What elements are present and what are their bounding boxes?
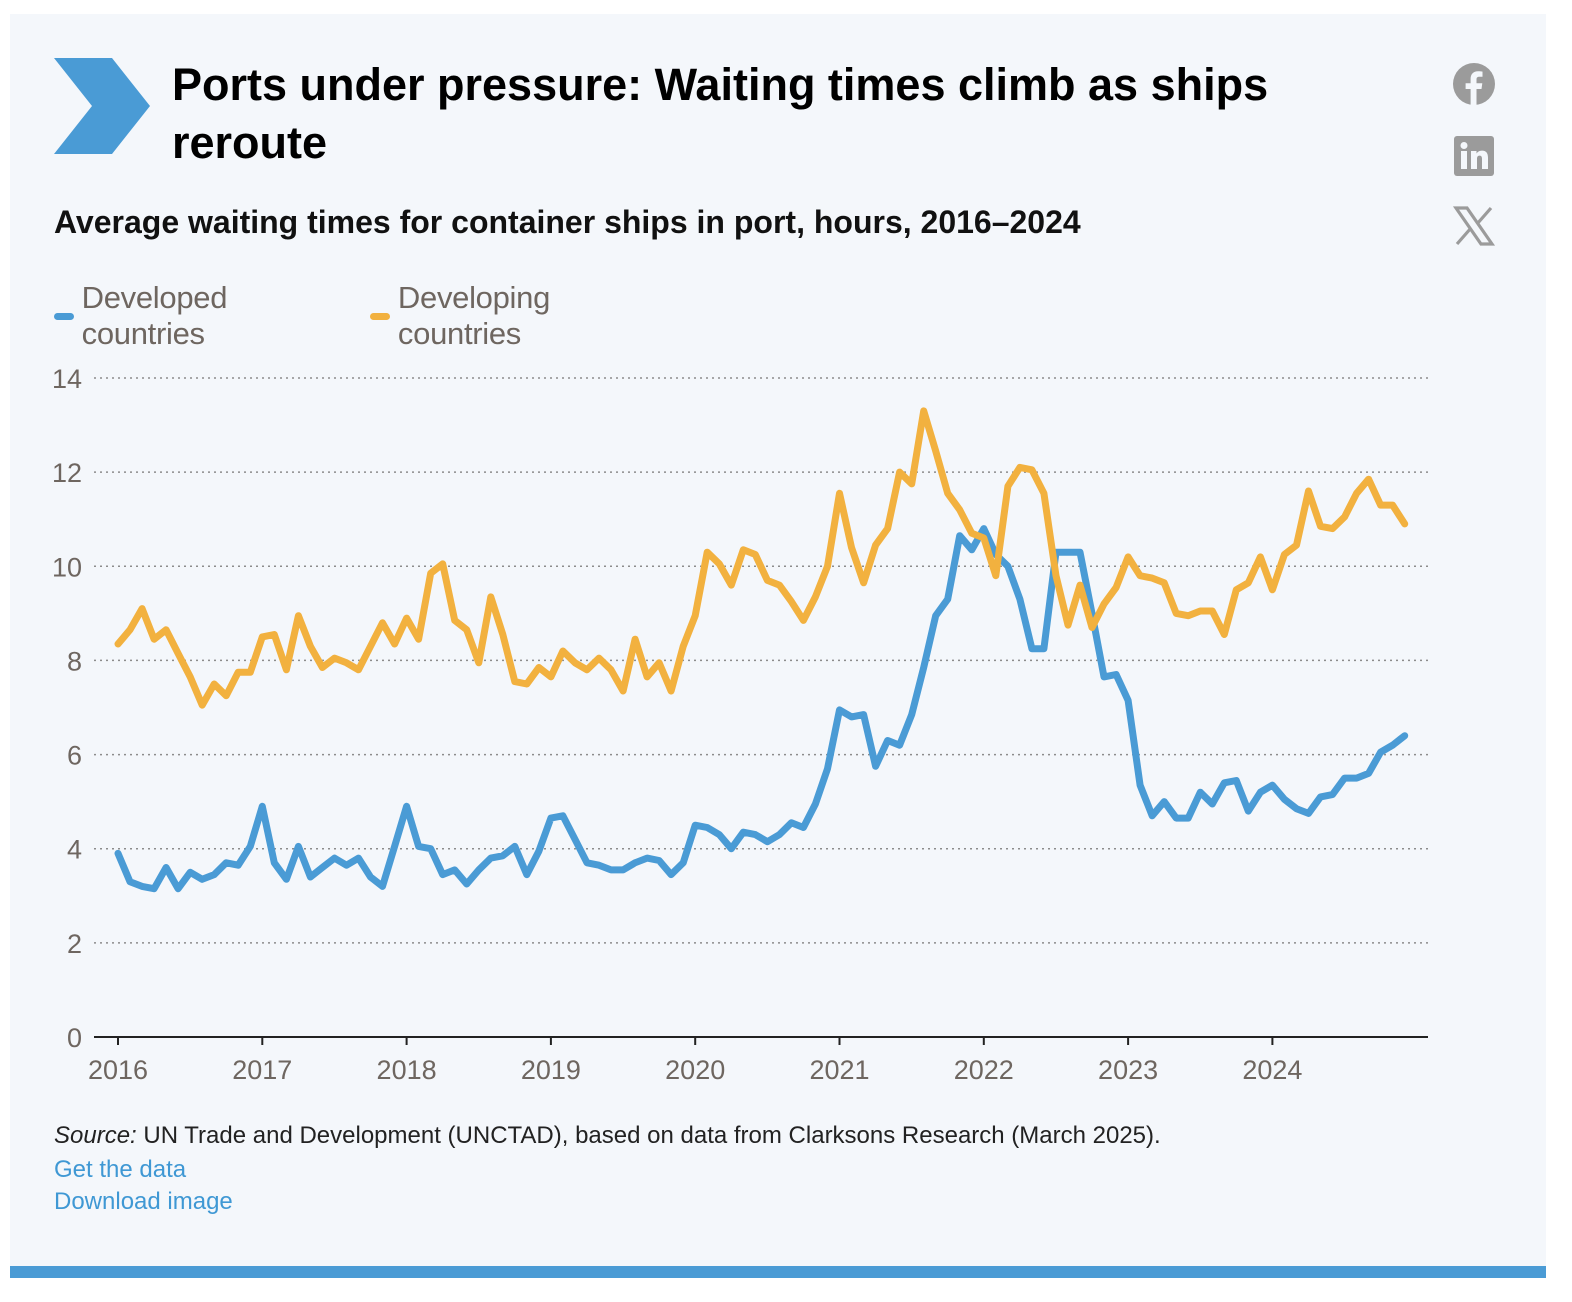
source-text: UN Trade and Development (UNCTAD), based…: [136, 1122, 1161, 1149]
x-tick-label-2021: 2021: [809, 1055, 869, 1085]
series-line-developing-countries: [114, 407, 1409, 709]
x-tick-label-2020: 2020: [665, 1055, 725, 1085]
y-tick-label-6: 6: [67, 741, 82, 771]
facebook-share-button[interactable]: [1452, 62, 1496, 106]
series-line-developed-countries: [114, 525, 1409, 893]
chevron-logo-icon: [54, 58, 150, 154]
x-tick-label-2024: 2024: [1242, 1055, 1302, 1085]
linkedin-icon: [1454, 136, 1494, 176]
page-title: Ports under pressure: Waiting times clim…: [172, 59, 1269, 168]
y-tick-label-14: 14: [52, 364, 82, 394]
bottom-accent-bar: [10, 1266, 1546, 1278]
legend-label-developing: Developing countries: [397, 280, 551, 351]
legend-item-developing[interactable]: Developing countries: [370, 280, 564, 351]
line-chart: 0 2 4 6 8 10 12 14 2016 2017 2018 2019 2020 2021 2022 2…: [52, 364, 1428, 1085]
y-tick-label-10: 10: [52, 552, 82, 582]
get-data-link[interactable]: Get the data: [54, 1156, 187, 1183]
legend-swatch-developing: [370, 312, 390, 320]
x-tick-label-2017: 2017: [232, 1055, 292, 1085]
y-tick-label-4: 4: [67, 835, 82, 865]
linkedin-share-button[interactable]: [1452, 134, 1496, 178]
x-tick-label-2022: 2022: [954, 1055, 1014, 1085]
y-tick-label-2: 2: [67, 929, 82, 959]
x-tick-label-2016: 2016: [88, 1055, 148, 1085]
chart-subtitle: Average waiting times for container ship…: [54, 204, 1081, 240]
x-tick-label-2019: 2019: [521, 1055, 581, 1085]
source-note: Source: UN Trade and Development (UNCTAD…: [54, 1122, 1161, 1150]
source-label: Source:: [54, 1122, 137, 1149]
legend-label-developed: Developed countries: [81, 280, 228, 351]
download-image-link[interactable]: Download image: [54, 1188, 233, 1215]
legend-item-developed[interactable]: Developed countries: [54, 280, 242, 351]
facebook-icon: [1453, 63, 1495, 105]
x-tick-label-2018: 2018: [377, 1055, 437, 1085]
x-icon: [1452, 206, 1496, 246]
x-share-button[interactable]: [1452, 204, 1496, 248]
legend-swatch-developed: [54, 312, 74, 320]
y-tick-label-8: 8: [67, 646, 82, 676]
chart-card: Ports under pressure: Waiting times clim…: [10, 14, 1546, 1278]
y-tick-label-0: 0: [67, 1023, 82, 1053]
x-tick-label-2023: 2023: [1098, 1055, 1158, 1085]
y-tick-label-12: 12: [52, 458, 82, 488]
